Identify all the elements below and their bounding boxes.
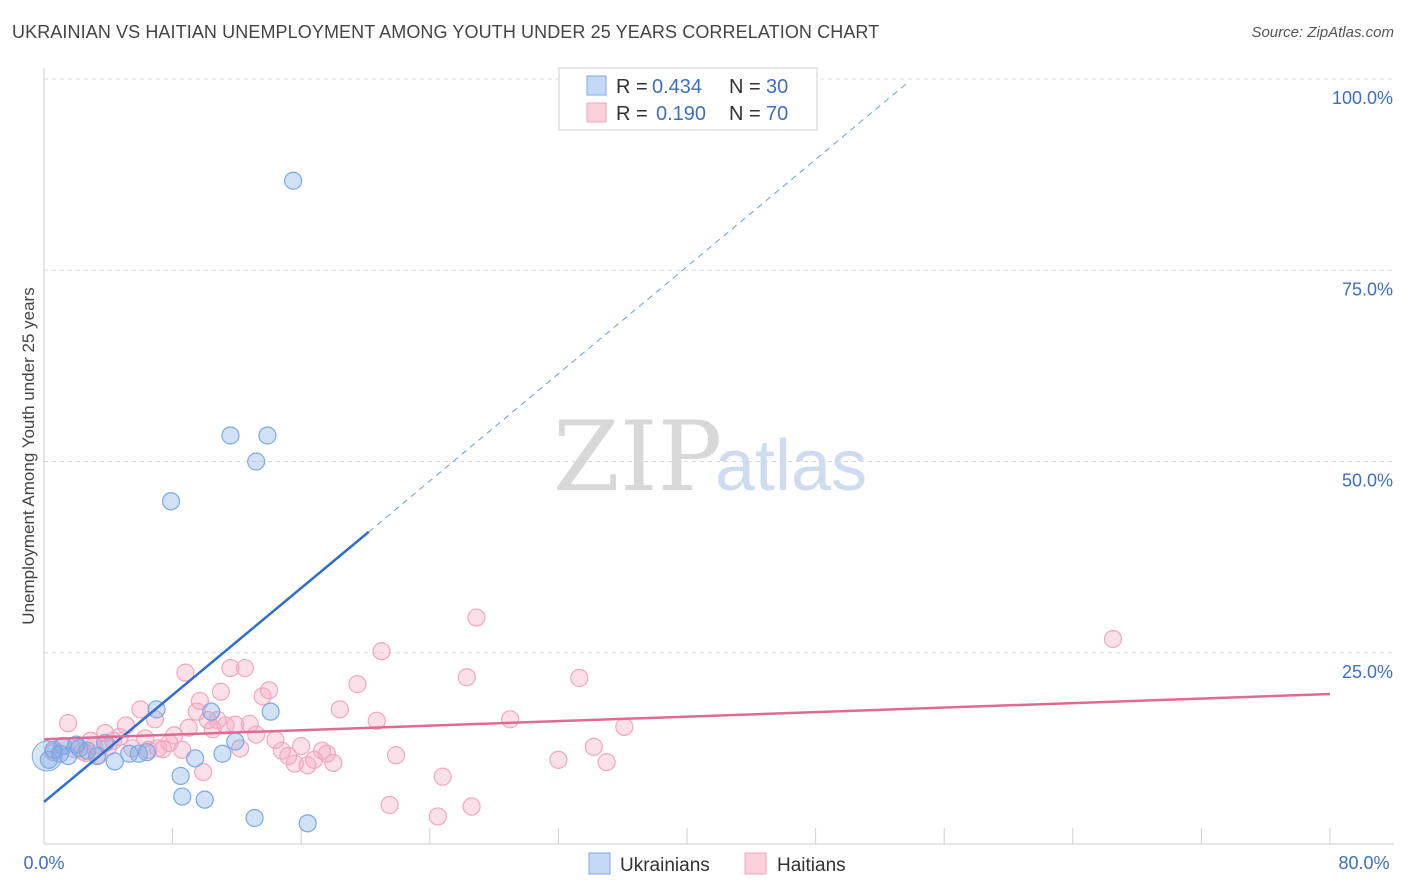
ukrainian-point-16 [195, 790, 214, 809]
legend-r-value-haitians: 0.190 [656, 103, 706, 125]
trendline-haitians [43, 692, 1331, 741]
y-tick-label-25: 25.0% [1342, 662, 1393, 682]
haitian-point-52 [372, 642, 391, 661]
haitian-point-35 [235, 658, 255, 678]
haitian-point-26 [194, 762, 213, 782]
bottom-legend-swatch-haitians [744, 852, 767, 875]
haitian-point-50 [330, 700, 349, 719]
ukrainian-point-22 [247, 452, 266, 471]
haitian-point-57 [457, 668, 476, 687]
bottom-legend-label-haitians: Haitians [777, 855, 846, 876]
legend-r-label-ukrainians: R = [616, 76, 653, 98]
haitian-point-61 [549, 750, 568, 769]
haitian-point-58 [462, 797, 481, 816]
legend-r-label-haitians: R = [616, 103, 653, 125]
ukrainian-point-18 [213, 744, 232, 763]
haitian-point-39 [259, 681, 279, 700]
y-axis-title: Unemployment Among Youth under 25 years [19, 287, 38, 624]
ukrainian-point-19 [221, 426, 240, 445]
haitian-point-37 [247, 725, 266, 744]
haitian-point-13 [131, 700, 150, 719]
haitian-point-14 [136, 729, 155, 748]
x-tick-label-max: 80.0% [1338, 853, 1389, 873]
haitian-point-64 [597, 753, 616, 772]
legend-swatch-ukrainians [586, 75, 607, 96]
haitian-point-54 [386, 746, 406, 765]
ukrainian-point-12 [161, 492, 181, 511]
series-ukrainians [31, 171, 317, 833]
legend-n-value-haitians: 70 [766, 103, 788, 125]
ukrainian-point-25 [284, 171, 303, 190]
series-haitians [44, 608, 1123, 826]
haitian-point-11 [116, 716, 136, 735]
legend: R = 0.434 N = 30 R = 0.190 N = 70 [558, 67, 818, 131]
haitian-point-49 [324, 753, 343, 773]
bottom-legend-swatch-ukrainians [588, 852, 611, 875]
axes [43, 68, 1394, 845]
bottom-legend: Ukrainians Haitians [588, 852, 846, 876]
y-tick-labels: 25.0% 50.0% 75.0% 100.0% [1332, 88, 1393, 682]
chart-title: UKRAINIAN VS HAITIAN UNEMPLOYMENT AMONG … [12, 22, 880, 42]
ukrainian-point-13 [171, 766, 190, 786]
haitian-point-22 [176, 663, 195, 682]
haitian-point-55 [428, 807, 447, 826]
haitian-point-65 [615, 717, 634, 737]
haitian-point-51 [348, 675, 367, 694]
ukrainian-point-20 [226, 732, 245, 751]
ukrainian-point-14 [173, 787, 192, 806]
ukrainian-point-27 [70, 739, 89, 758]
haitian-point-21 [173, 740, 192, 760]
haitian-point-32 [221, 658, 240, 678]
ukrainian-point-17 [202, 702, 221, 721]
haitian-point-56 [433, 767, 452, 786]
y-tick-label-50: 50.0% [1342, 471, 1393, 491]
haitian-point-44 [292, 736, 311, 756]
haitian-point-47 [312, 741, 332, 760]
haitian-point-59 [467, 608, 486, 627]
chart-source: Source: ZipAtlas.com [1251, 24, 1394, 41]
ukrainian-point-0 [39, 750, 58, 769]
ukrainian-point-7 [105, 752, 124, 771]
y-tick-label-75: 75.0% [1342, 279, 1393, 299]
ukrainian-point-23 [258, 426, 277, 445]
haitian-point-67 [367, 711, 386, 730]
ukrainian-point-26 [298, 814, 317, 833]
haitian-point-30 [211, 682, 230, 701]
legend-swatch-haitians [586, 102, 607, 123]
x-tick-label-min: 0.0% [23, 853, 64, 873]
haitian-point-53 [380, 795, 399, 815]
ukrainian-point-8 [120, 744, 139, 763]
haitian-point-66 [1103, 629, 1123, 649]
haitian-point-62 [570, 668, 589, 688]
haitian-point-63 [584, 737, 603, 756]
ukrainian-point-21 [245, 808, 264, 828]
ukrainian-point-15 [186, 749, 205, 768]
haitian-point-25 [190, 691, 210, 711]
legend-n-value-ukrainians: 30 [766, 76, 788, 98]
y-tick-label-100: 100.0% [1332, 88, 1393, 108]
trendlines [43, 83, 1331, 803]
gridlines [44, 78, 1394, 654]
trendline-ukrainians [43, 530, 370, 803]
ukrainian-point-10 [137, 743, 156, 762]
legend-n-label-haitians: N = [729, 103, 766, 125]
legend-n-label-ukrainians: N = [729, 76, 766, 98]
bottom-legend-label-ukrainians: Ukrainians [620, 855, 710, 876]
watermark: ZIP atlas [553, 401, 867, 513]
haitian-point-23 [179, 718, 198, 737]
haitian-point-17 [149, 739, 168, 758]
ukrainian-point-cluster [31, 740, 63, 772]
x-ticks [43, 828, 1331, 844]
ukrainian-point-24 [261, 702, 280, 721]
haitian-point-2 [59, 714, 78, 733]
legend-r-value-ukrainians: 0.434 [652, 76, 702, 98]
watermark-zip: ZIP [553, 401, 722, 513]
watermark-atlas: atlas [715, 426, 867, 506]
haitian-point-48 [317, 744, 337, 763]
haitian-point-60 [501, 710, 520, 729]
